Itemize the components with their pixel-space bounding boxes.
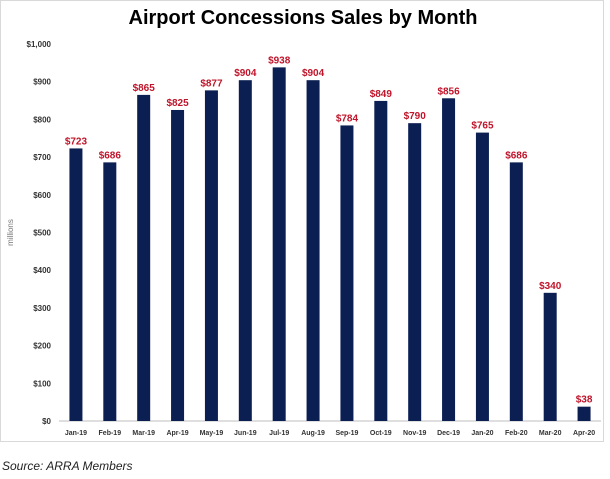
source-note: Source: ARRA Members xyxy=(2,459,133,473)
bar-chart: $0 $100 $200 $300 $400 $500 $600 $700 $800 $900 $1… xyxy=(6,40,601,437)
x-tick-label: Jul-19 xyxy=(269,430,289,437)
x-tick-label: Nov-19 xyxy=(403,430,426,437)
x-tick-label: May-19 xyxy=(200,430,224,437)
x-tick-label: Aug-19 xyxy=(301,430,325,437)
x-tick-label: Feb-20 xyxy=(505,430,528,437)
y-tick-label: $300 xyxy=(33,304,51,313)
bar-value-label: $865 xyxy=(133,83,156,94)
bar xyxy=(374,100,388,421)
bar xyxy=(306,80,320,421)
bar-value-label: $825 xyxy=(166,98,189,109)
bar xyxy=(408,123,422,422)
x-tick-label: Jan-20 xyxy=(471,430,493,437)
bar xyxy=(137,94,151,422)
x-tick-label: Sep-19 xyxy=(335,430,358,437)
x-tick-label: Mar-20 xyxy=(539,430,562,437)
bar xyxy=(543,292,557,421)
bar-value-label: $938 xyxy=(268,55,291,66)
y-tick-label: $600 xyxy=(33,191,51,200)
bar xyxy=(577,406,591,421)
bar-value-label: $904 xyxy=(302,68,325,79)
x-tick-label: Feb-19 xyxy=(99,430,122,437)
y-axis-label: millions xyxy=(6,219,15,246)
y-tick-label: $1,000 xyxy=(27,40,52,49)
y-tick-label: $200 xyxy=(33,342,51,351)
bar xyxy=(103,162,117,422)
bar xyxy=(340,125,354,421)
x-tick-label: Dec-19 xyxy=(437,430,460,437)
x-tick-label: Jun-19 xyxy=(234,430,257,437)
y-tick-label: $700 xyxy=(33,153,51,162)
bar xyxy=(442,98,456,422)
bar xyxy=(238,80,252,421)
bar-value-label: $790 xyxy=(404,111,427,122)
x-tick-label: Mar-19 xyxy=(132,430,155,437)
x-tick-label: Apr-19 xyxy=(166,430,188,437)
bar xyxy=(272,67,286,422)
y-tick-label: $500 xyxy=(33,229,51,238)
bar-value-label: $38 xyxy=(576,395,593,406)
bar xyxy=(69,148,83,421)
y-tick-label: $0 xyxy=(42,417,51,426)
bar-value-label: $856 xyxy=(437,86,460,97)
bar-value-label: $877 xyxy=(200,78,223,89)
bar-value-label: $904 xyxy=(234,68,257,79)
bar xyxy=(204,90,218,421)
bar-value-label: $849 xyxy=(370,89,393,100)
x-tick-label: Apr-20 xyxy=(573,430,595,437)
bar-value-label: $765 xyxy=(471,121,494,132)
y-tick-label: $800 xyxy=(33,115,51,124)
bar xyxy=(475,132,489,421)
chart-title: Airport Concessions Sales by Month xyxy=(128,7,478,29)
bar xyxy=(509,162,523,422)
x-tick-label: Jan-19 xyxy=(65,430,87,437)
bar-value-label: $686 xyxy=(99,150,122,161)
bar xyxy=(171,109,185,421)
bar-value-label: $723 xyxy=(65,136,88,147)
bar-value-label: $686 xyxy=(505,150,528,161)
y-tick-label: $900 xyxy=(33,78,51,87)
x-tick-label: Oct-19 xyxy=(370,430,392,437)
y-tick-label: $100 xyxy=(33,379,51,388)
chart-frame: Airport Concessions Sales by Month $0 $10… xyxy=(0,0,604,442)
bar-value-label: $784 xyxy=(336,113,359,124)
y-tick-label: $400 xyxy=(33,266,51,275)
bar-value-label: $340 xyxy=(539,281,562,292)
